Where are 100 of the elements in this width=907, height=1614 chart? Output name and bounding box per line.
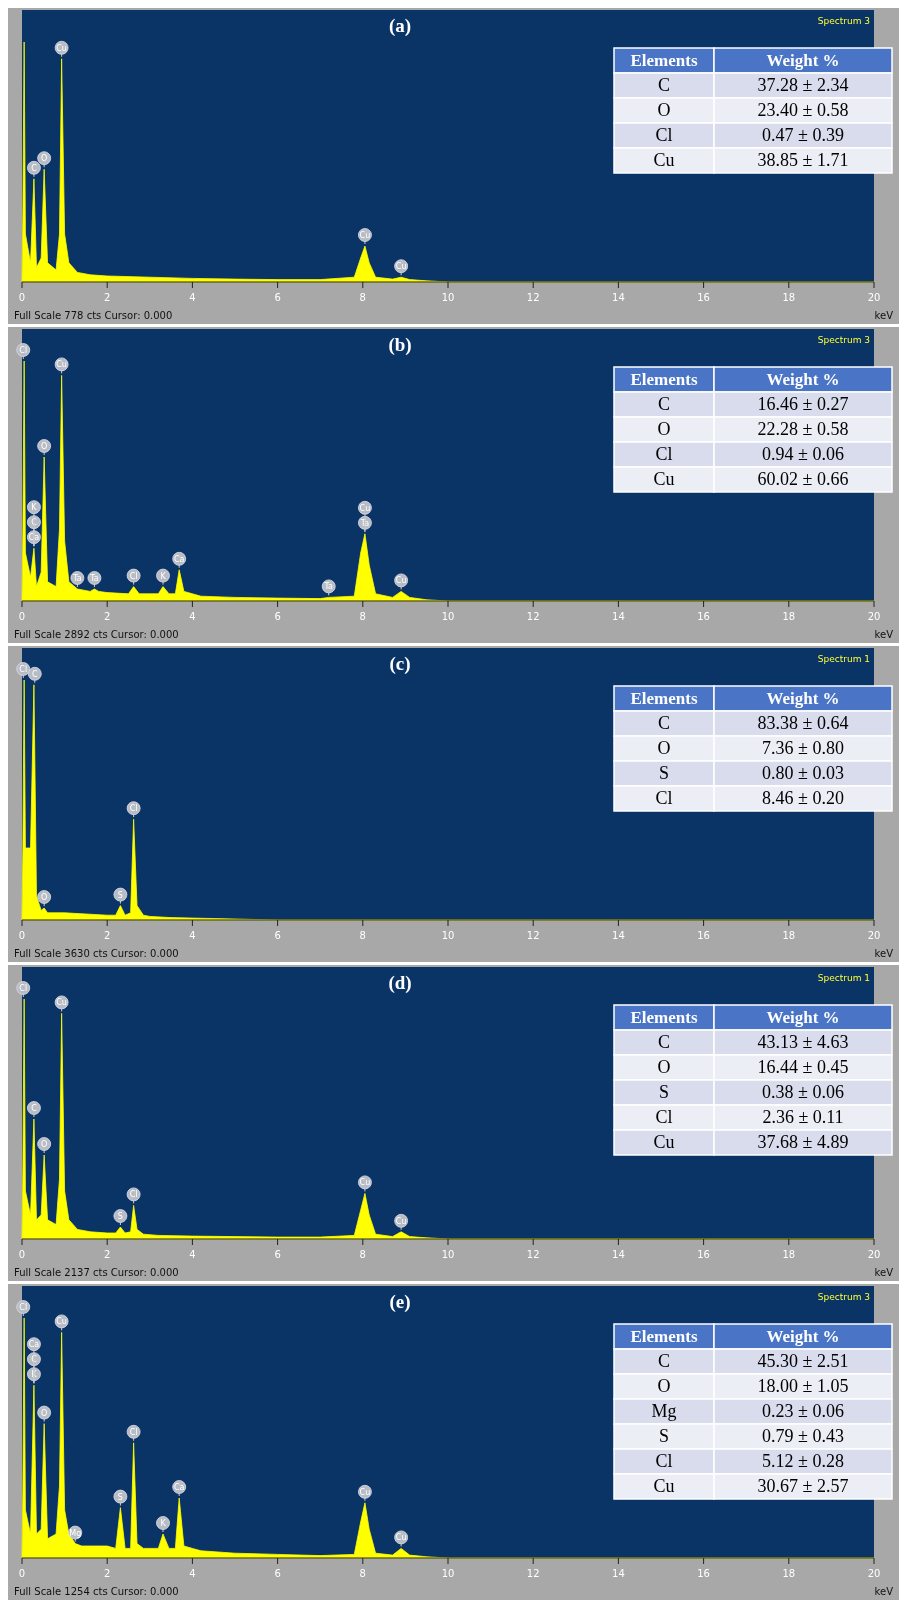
text: Full Scale 2892 cts Cursor: 0.000 <box>14 629 179 640</box>
annotation: 16.46 ± 0.27 <box>757 394 849 414</box>
x-tick-label: 0 <box>18 1249 26 1260</box>
annotation: C <box>31 163 38 173</box>
annotation: S <box>658 1082 670 1102</box>
annotation: 43.13 ± 4.63 <box>757 1032 849 1052</box>
x-tick-label: 0 <box>18 1568 26 1579</box>
annotation: 7.36 ± 0.80 <box>762 738 844 758</box>
text: Spectrum 3 <box>817 1292 870 1302</box>
annotation: Ta <box>89 574 99 583</box>
annotation: 60.02 ± 0.66 <box>757 469 849 489</box>
annotation: Cl <box>655 125 673 145</box>
annotation: Ca <box>28 1340 40 1350</box>
x-tick-label: 6 <box>274 1249 281 1260</box>
annotation: Cu <box>653 1132 675 1152</box>
annotation: O <box>41 442 48 451</box>
x-tick-label: 12 <box>526 611 540 622</box>
annotation: Cu <box>359 503 371 513</box>
x-tick-label: 4 <box>189 1568 196 1579</box>
annotation: C <box>657 713 671 733</box>
x-tick-label: 6 <box>274 611 281 622</box>
x-axis-title: keV <box>874 310 894 321</box>
annotation: Cl <box>655 788 673 808</box>
x-axis-title: keV <box>874 948 894 959</box>
annotation: 0.47 ± 0.39 <box>762 125 844 145</box>
x-tick-label: 6 <box>274 292 281 303</box>
annotation: Cl <box>655 1451 673 1471</box>
annotation: Cl <box>129 571 138 581</box>
x-tick-label: 18 <box>782 611 796 622</box>
annotation: O <box>41 154 48 164</box>
annotation: 45.30 ± 2.51 <box>757 1351 849 1371</box>
annotation: Elements <box>630 1327 698 1346</box>
x-tick-label: 12 <box>526 1568 540 1579</box>
x-tick-label: 0 <box>18 930 26 941</box>
annotation: Weight % <box>766 1008 840 1027</box>
annotation: S <box>658 763 670 783</box>
annotation: Cl <box>129 1427 138 1437</box>
x-tick-label: 8 <box>359 292 366 303</box>
annotation: S <box>117 890 123 900</box>
annotation: Cu <box>359 1487 371 1497</box>
x-tick-label: 14 <box>612 1249 625 1260</box>
annotation: C <box>31 518 38 528</box>
annotation: K <box>31 1370 38 1380</box>
annotation: O <box>41 1408 48 1418</box>
annotation: Cu <box>56 998 67 1008</box>
annotation: Cu <box>395 1533 407 1543</box>
annotation: Elements <box>630 689 698 708</box>
annotation: O <box>657 738 671 758</box>
annotation: Cl <box>655 444 673 464</box>
x-tick-label: 8 <box>359 930 366 941</box>
chart-title: (b) <box>388 334 412 356</box>
x-tick-label: 6 <box>274 930 281 941</box>
annotation: K <box>160 1519 167 1528</box>
text: Spectrum 1 <box>817 973 870 983</box>
x-tick-label: 10 <box>441 292 455 303</box>
x-axis-title: keV <box>874 629 894 640</box>
x-tick-label: 4 <box>189 1249 196 1260</box>
x-tick-label: 4 <box>189 292 196 303</box>
annotation: C <box>31 1355 38 1365</box>
annotation: 2.36 ± 0.11 <box>762 1107 844 1127</box>
text: Spectrum 3 <box>817 16 870 26</box>
annotation: Elements <box>630 370 698 389</box>
annotation: C <box>31 669 38 679</box>
x-tick-label: 16 <box>697 292 710 303</box>
annotation: 37.68 ± 4.89 <box>757 1132 849 1152</box>
annotation: Cl <box>129 1190 138 1200</box>
annotation: Ca <box>173 554 185 564</box>
text: Full Scale 778 cts Cursor: 0.000 <box>14 310 173 321</box>
annotation: Ta <box>323 582 334 592</box>
x-tick-label: 18 <box>782 292 796 303</box>
annotation: O <box>657 1376 671 1396</box>
text: Spectrum 1 <box>817 654 870 664</box>
x-tick-label: 0 <box>18 292 26 303</box>
annotation: Cu <box>359 231 371 240</box>
annotation: Cu <box>56 43 67 53</box>
x-tick-label: 14 <box>612 292 625 303</box>
annotation: K <box>160 571 167 581</box>
annotation: C <box>31 1104 38 1113</box>
annotation: 38.85 ± 1.71 <box>757 150 849 170</box>
annotation: C <box>657 394 671 414</box>
annotation: Weight % <box>766 689 840 708</box>
annotation: Cu <box>56 1317 67 1327</box>
x-tick-label: 2 <box>104 1568 111 1579</box>
annotation: Cl <box>655 1107 673 1127</box>
x-axis-title: keV <box>874 1267 894 1278</box>
x-tick-label: 18 <box>782 1249 796 1260</box>
annotation: Cl <box>19 665 28 674</box>
chart-title: (c) <box>389 653 411 675</box>
x-tick-label: 16 <box>697 1568 710 1579</box>
annotation: Ca <box>28 533 40 543</box>
text: Full Scale 2137 cts Cursor: 0.000 <box>14 1267 179 1278</box>
annotation: Ta <box>359 518 370 528</box>
x-tick-label: 12 <box>526 930 540 941</box>
annotation: S <box>117 1492 123 1502</box>
x-tick-label: 2 <box>104 1249 111 1260</box>
x-tick-label: 18 <box>782 1568 796 1579</box>
annotation: Cu <box>359 1178 371 1188</box>
annotation: Elements <box>630 1008 698 1027</box>
annotation: Cl <box>129 804 138 814</box>
x-tick-label: 18 <box>782 930 796 941</box>
